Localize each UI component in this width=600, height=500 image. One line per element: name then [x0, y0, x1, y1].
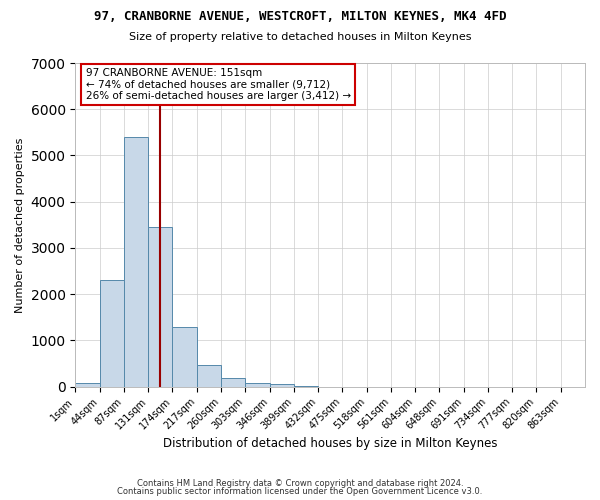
- Y-axis label: Number of detached properties: Number of detached properties: [15, 137, 25, 312]
- Bar: [269, 384, 294, 386]
- Bar: [76, 384, 100, 386]
- Text: Contains HM Land Registry data © Crown copyright and database right 2024.: Contains HM Land Registry data © Crown c…: [137, 478, 463, 488]
- Bar: [245, 383, 269, 386]
- Text: 97, CRANBORNE AVENUE, WESTCROFT, MILTON KEYNES, MK4 4FD: 97, CRANBORNE AVENUE, WESTCROFT, MILTON …: [94, 10, 506, 23]
- Text: Contains public sector information licensed under the Open Government Licence v3: Contains public sector information licen…: [118, 487, 482, 496]
- X-axis label: Distribution of detached houses by size in Milton Keynes: Distribution of detached houses by size …: [163, 437, 497, 450]
- Bar: [221, 378, 245, 386]
- Bar: [172, 326, 197, 386]
- Bar: [100, 280, 124, 386]
- Bar: [124, 137, 148, 386]
- Bar: [148, 227, 172, 386]
- Text: Size of property relative to detached houses in Milton Keynes: Size of property relative to detached ho…: [129, 32, 471, 42]
- Bar: [197, 365, 221, 386]
- Text: 97 CRANBORNE AVENUE: 151sqm
← 74% of detached houses are smaller (9,712)
26% of : 97 CRANBORNE AVENUE: 151sqm ← 74% of det…: [86, 68, 351, 101]
